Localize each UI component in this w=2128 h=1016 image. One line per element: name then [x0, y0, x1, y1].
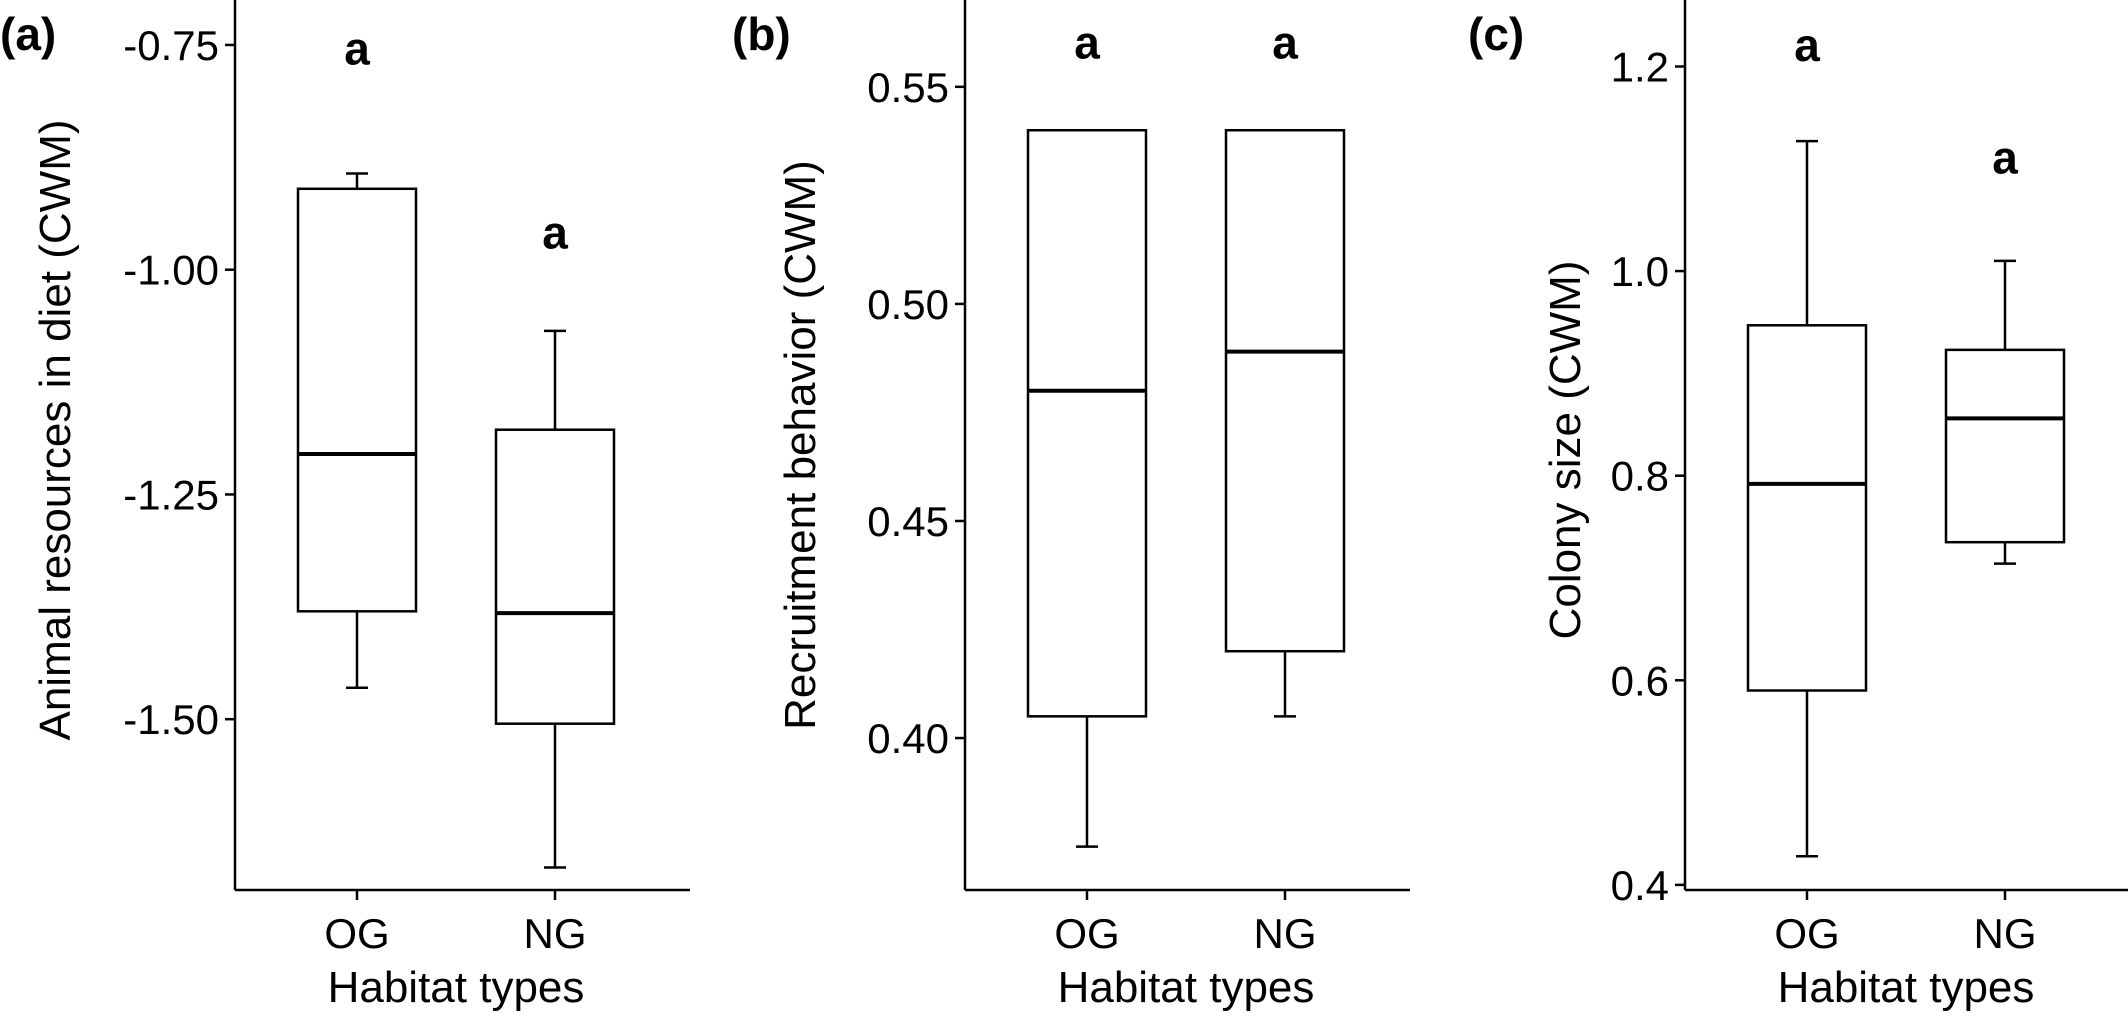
iqr-box	[1746, 324, 1868, 692]
y-tick-label: 0.8	[1611, 453, 1669, 500]
iqr-box	[494, 428, 616, 725]
iqr-box	[1944, 348, 2066, 544]
panel-label: (c)	[1468, 8, 1524, 60]
y-tick-label: -1.50	[123, 696, 219, 743]
y-tick-label: 1.2	[1611, 43, 1669, 90]
y-tick-label: 1.0	[1611, 248, 1669, 295]
box-NG: a	[1224, 16, 1346, 718]
box-NG: a	[1944, 132, 2066, 565]
significance-letter: a	[1272, 16, 1298, 68]
y-axis-title: Colony size (CWM)	[1541, 261, 1590, 640]
y-tick-label: 0.6	[1611, 657, 1669, 704]
x-tick-label: NG	[1254, 910, 1317, 957]
x-tick-label: NG	[524, 910, 587, 957]
y-tick-label: 0.50	[867, 281, 949, 328]
significance-letter: a	[344, 22, 370, 74]
y-tick-label: -1.25	[123, 471, 219, 518]
x-tick-label: OG	[1054, 910, 1119, 957]
panel-label: (a)	[0, 8, 56, 60]
x-axis-title: Habitat types	[1058, 963, 1315, 1012]
significance-letter: a	[1992, 132, 2018, 184]
y-tick-label: -0.75	[123, 22, 219, 69]
y-axis-title: Recruitment behavior (CWM)	[776, 160, 825, 730]
iqr-box	[1224, 128, 1346, 653]
box-OG: a	[296, 22, 418, 689]
y-tick-label: 0.4	[1611, 862, 1669, 909]
x-axis-title: Habitat types	[1778, 963, 2035, 1012]
x-tick-label: OG	[324, 910, 389, 957]
y-tick-label: 0.55	[867, 64, 949, 111]
box-OG: a	[1746, 19, 1868, 858]
y-tick-label: 0.45	[867, 498, 949, 545]
y-axis-title: Animal resources in diet (CWM)	[31, 119, 80, 740]
iqr-box	[296, 187, 418, 613]
panel-a: -0.75 -1.00 -1.25 -1.50 OG NG Habitat types Ani…	[0, 0, 690, 1012]
panel-b: 0.55 0.50 0.45 0.40 OG NG Habitat types Recruit…	[732, 0, 1410, 1012]
significance-letter: a	[542, 207, 568, 259]
box-NG: a	[494, 207, 616, 869]
x-axis-title: Habitat types	[328, 963, 585, 1012]
significance-letter: a	[1794, 19, 1820, 71]
x-tick-label: OG	[1774, 910, 1839, 957]
iqr-box	[1026, 128, 1148, 718]
panel-c: 1.2 1.0 0.8 0.6 0.4 OG NG Habitat types Colony s…	[1468, 0, 2128, 1012]
y-tick-label: -1.00	[123, 247, 219, 294]
x-tick-label: NG	[1974, 910, 2037, 957]
box-OG: a	[1026, 16, 1148, 848]
panel-label: (b)	[732, 8, 791, 60]
significance-letter: a	[1074, 16, 1100, 68]
y-tick-label: 0.40	[867, 715, 949, 762]
